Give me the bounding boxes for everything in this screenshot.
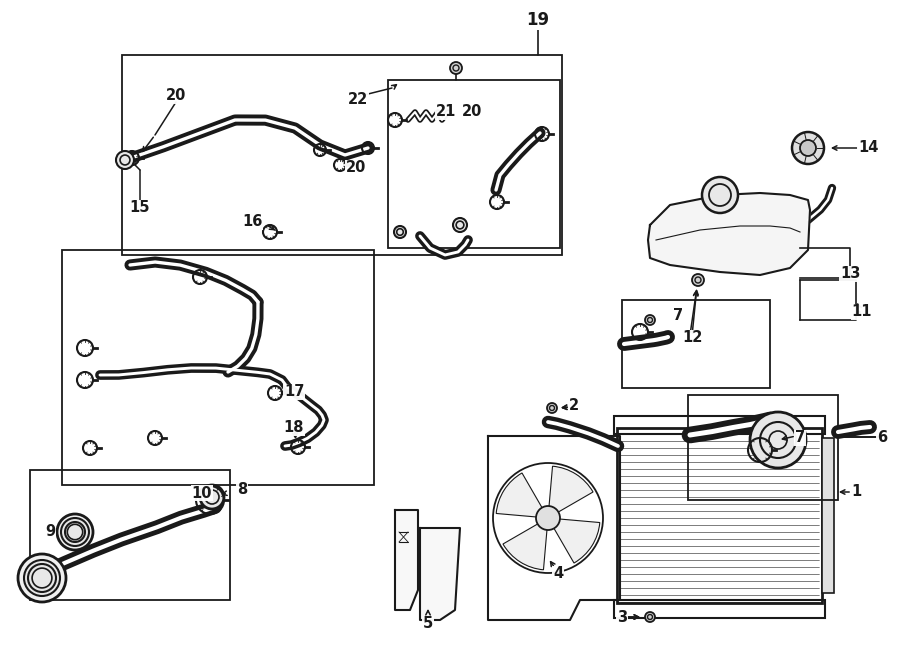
Text: 19: 19 bbox=[526, 11, 550, 29]
Circle shape bbox=[453, 218, 467, 232]
Bar bbox=[822, 438, 834, 593]
Wedge shape bbox=[548, 518, 599, 563]
Polygon shape bbox=[420, 528, 460, 620]
Circle shape bbox=[57, 514, 93, 550]
Bar bbox=[122, 55, 562, 255]
Text: 10: 10 bbox=[192, 485, 212, 500]
Circle shape bbox=[645, 612, 655, 622]
Bar bbox=[62, 250, 374, 485]
Bar bbox=[30, 470, 230, 600]
Text: 6: 6 bbox=[877, 430, 887, 446]
Text: 18: 18 bbox=[284, 420, 304, 436]
Circle shape bbox=[692, 274, 704, 286]
Wedge shape bbox=[496, 473, 548, 518]
Circle shape bbox=[547, 403, 557, 413]
Text: 9: 9 bbox=[45, 524, 55, 539]
Circle shape bbox=[394, 226, 406, 238]
Text: 17: 17 bbox=[284, 385, 304, 399]
Text: 19: 19 bbox=[526, 11, 550, 29]
Text: 19: 19 bbox=[527, 13, 548, 28]
Bar bbox=[614, 600, 825, 618]
Circle shape bbox=[792, 132, 824, 164]
Bar bbox=[617, 428, 822, 603]
Bar bbox=[688, 395, 838, 500]
Text: 22: 22 bbox=[348, 93, 368, 108]
Polygon shape bbox=[395, 510, 418, 610]
Bar bbox=[622, 300, 770, 388]
Bar bbox=[388, 80, 560, 248]
Circle shape bbox=[702, 177, 738, 213]
Text: 20: 20 bbox=[346, 161, 366, 176]
Text: 16: 16 bbox=[242, 215, 262, 229]
Circle shape bbox=[24, 560, 60, 596]
Text: 1: 1 bbox=[850, 485, 861, 500]
Text: 15: 15 bbox=[130, 200, 150, 215]
Circle shape bbox=[18, 554, 66, 602]
Text: 7: 7 bbox=[795, 430, 806, 446]
Circle shape bbox=[116, 151, 134, 169]
Text: 12: 12 bbox=[682, 330, 702, 346]
Circle shape bbox=[61, 518, 89, 546]
Text: 13: 13 bbox=[840, 266, 860, 282]
Circle shape bbox=[536, 506, 560, 530]
Text: 21: 21 bbox=[436, 104, 456, 120]
Text: 11: 11 bbox=[851, 305, 872, 319]
Wedge shape bbox=[548, 466, 593, 518]
Text: 14: 14 bbox=[858, 141, 878, 155]
Circle shape bbox=[750, 412, 806, 468]
Text: 20: 20 bbox=[166, 89, 186, 104]
Text: 2: 2 bbox=[569, 399, 579, 414]
Text: 3: 3 bbox=[616, 611, 627, 625]
Text: 5: 5 bbox=[423, 617, 433, 631]
Circle shape bbox=[645, 315, 655, 325]
Bar bbox=[614, 416, 825, 434]
Text: 4: 4 bbox=[553, 566, 563, 582]
Circle shape bbox=[800, 140, 816, 156]
Circle shape bbox=[450, 62, 462, 74]
Text: 20: 20 bbox=[462, 104, 482, 120]
Text: 7: 7 bbox=[673, 309, 683, 323]
Circle shape bbox=[200, 485, 224, 509]
Text: 8: 8 bbox=[237, 483, 248, 498]
Wedge shape bbox=[503, 518, 548, 570]
Polygon shape bbox=[648, 193, 810, 275]
